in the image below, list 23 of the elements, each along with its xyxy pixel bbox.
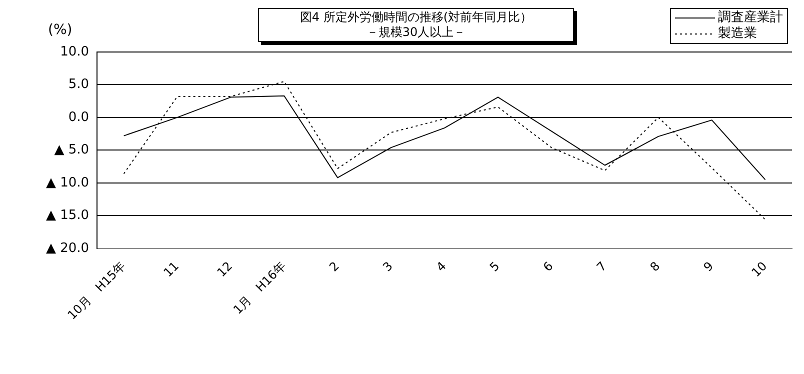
x-tick-label: 5: [487, 258, 502, 274]
y-tick-label: 5.0: [68, 77, 90, 92]
y-axis-title: (%): [48, 22, 72, 38]
y-tick-label: ▲ 10.0: [46, 175, 90, 190]
x-tick-label: 12: [214, 258, 236, 280]
x-tick-label: 4: [434, 258, 449, 274]
x-tick-label: 11: [160, 258, 182, 280]
x-tick-label: 3: [380, 258, 396, 274]
x-tick-label: 2: [326, 258, 342, 274]
chart-title: 図4 所定外労働時間の推移(対前年同月比）: [298, 10, 534, 25]
y-tick-label: 0.0: [68, 110, 90, 125]
x-tick-label: 10: [748, 258, 770, 280]
legend-label: 製造業: [718, 26, 757, 42]
legend-label: 調査産業計: [718, 10, 783, 26]
x-tick-label: 6: [540, 258, 556, 274]
chart-subtitle: －規模30人以上－: [365, 25, 467, 40]
y-tick-label: 10.0: [60, 44, 90, 60]
x-tick-label: 9: [700, 258, 716, 274]
y-tick-label: ▲ 5.0: [54, 142, 90, 158]
y-tick-label: ▲ 20.0: [46, 240, 90, 256]
y-tick-label: ▲ 15.0: [46, 208, 90, 224]
x-tick-label: 8: [647, 258, 663, 274]
x-tick-label: 7: [594, 258, 610, 274]
